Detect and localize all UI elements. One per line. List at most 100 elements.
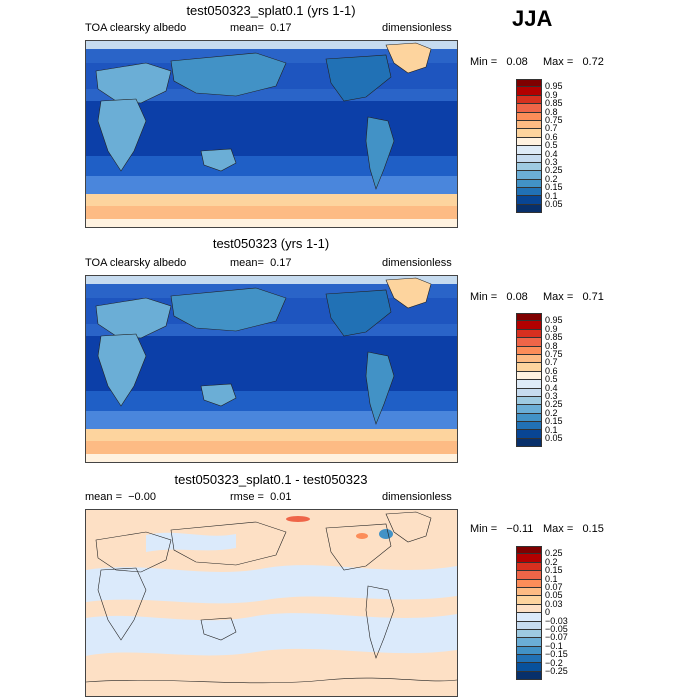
panel3-colorbar-tick: −0.2 [545,657,563,668]
panel1-sh-band2 [86,176,457,194]
panel3-colorbar-tick: −0.07 [545,632,568,643]
panel3-colorbar-tick: −0.15 [545,649,568,660]
panel3-map-svg [86,510,457,696]
panel2-colorbar-tick: 0.3 [545,391,558,401]
panel3-colorbar-box [516,554,542,563]
panel1-pole [86,219,457,227]
panel1-north-america [325,54,392,102]
panel3-colorbar [516,546,542,681]
panel2-colorbar-box [516,438,542,448]
panel2-colorbar-box [516,396,542,406]
panel2-tropics-band [86,336,457,391]
panel2-units: dimensionless [382,257,452,269]
panel1-colorbar-box [516,120,542,130]
panel1-colorbar-tick: 0.75 [545,115,563,125]
panel2-colorbar-box [516,430,542,439]
panel1-colorbar-box [516,104,542,113]
panel1-colorbar-tick: 0.7 [545,123,558,134]
panel3-base [86,510,457,696]
panel3-min-label: Min = [470,523,498,535]
panel2-colorbar-tick: 0.2 [545,407,558,418]
panel1-title: test050323_splat0.1 (yrs 1-1) [186,3,356,18]
panel3-max: Max = 0.15 [543,523,604,535]
panel1-min-value: 0.08 [506,56,528,68]
panel2-colorbar-box [516,338,542,347]
panel1-sh-band [86,156,457,176]
panel2-colorbar-tick: 0.1 [545,424,558,435]
panel1-south-america [365,116,395,190]
panel3-colorbar-tick: 0.25 [545,548,563,559]
panel2-map-svg [86,276,457,462]
panel3-colorbar-box [516,671,542,681]
panel3-colorbar-box [516,579,542,588]
panel1-greenland [385,42,432,74]
panel2-min-value: 0.08 [506,291,528,303]
panel2-mean-text: mean= [230,257,264,269]
panel1-ice-band [86,194,457,206]
panel1-min: Min = 0.08 [470,56,528,68]
panel1-colorbar-box [516,162,542,172]
panel2-sh-band2 [86,411,457,429]
panel3-colorbar-box [516,629,542,639]
panel1-colorbar-tick: 0.95 [545,81,563,92]
panel2-colorbar-box [516,405,542,414]
panel3-neg-patch [146,532,236,552]
panel2-colorbar-box [516,413,542,423]
panel3-north-america [325,523,392,571]
panel3-colorbar-tick: −0.1 [545,640,563,651]
panel2-colorbar-tick: 0.7 [545,357,558,368]
panel1-colorbar-tick: 0.2 [545,173,558,184]
panel1-colorbar-box [516,129,542,138]
panel2-colorbar-box [516,354,542,364]
panel1-africa [97,98,147,172]
panel2-colorbar-tick: 0.4 [545,382,558,393]
panel1-mean-value: 0.17 [270,22,292,34]
panel1-max: Max = 0.72 [543,56,604,68]
panel1-asia [170,52,287,97]
panel2-north-america [325,289,392,337]
panel2-colorbar-box [516,346,542,355]
panel3-min-value: −0.11 [506,523,534,535]
panel2-colorbar-tick: 0.6 [545,365,558,376]
panel3-colorbar-tick: 0.07 [545,582,563,592]
panel3-colorbar-box [516,562,542,572]
panel1-mean-text: mean= [230,22,264,34]
panel1-colorbar [516,79,542,214]
panel2-colorbar-box [516,388,542,397]
panel2-colorbar-tick: 0.25 [545,399,563,410]
panel3-colorbar-box [516,604,542,614]
panel2-colorbar-tick: 0.95 [545,315,563,326]
panel3-map [85,509,458,697]
panel2-ice-band [86,429,457,441]
panel3-colorbar-box [516,596,542,605]
panel1-colorbar-box [516,146,542,155]
panel2-map [85,275,458,463]
panel1-colorbar-tick: 0.8 [545,106,558,117]
panel2-max: Max = 0.71 [543,291,604,303]
panel2-field: TOA clearsky albedo [85,257,187,269]
panel1-max-value: 0.72 [582,56,604,68]
panel3-mean-value: −0.00 [128,491,156,503]
panel1-map [85,40,458,228]
panel3-rmse-text: rmse = [230,491,264,503]
panel2-min: Min = 0.08 [470,291,528,303]
panel3-max-value: 0.15 [582,523,604,535]
panel3-colorbar-tick: 0 [545,607,551,618]
panel3-neg-band2 [86,613,457,656]
panel3-colorbar-tick: 0.1 [545,573,558,584]
panel2-colorbar-tick: 0.85 [545,332,563,343]
panel1-colorbar-box [516,112,542,121]
panel3-colorbar-box [516,638,542,647]
panel2-arctic [86,276,457,284]
panel1-colorbar-tick: 0.25 [545,165,563,176]
panel1-colorbar-tick: 0.1 [545,190,558,201]
panel3-africa [97,567,147,641]
panel1-colorbar-box [516,179,542,189]
panel3-mean-text: mean = [85,491,122,503]
panel3-colorbar-tick: −0.05 [545,624,568,634]
panel1-colorbar-tick: 0.05 [545,199,563,209]
panel2-max-label: Max = [543,291,574,303]
panel2-mean: mean= 0.17 [230,257,292,269]
panel3-pos-anomaly2 [356,533,368,539]
season-label: JJA [512,6,553,31]
